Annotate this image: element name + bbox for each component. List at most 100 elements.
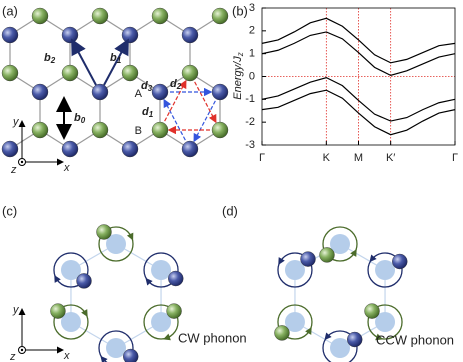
band-line xyxy=(261,31,456,77)
site xyxy=(375,260,396,280)
atom xyxy=(211,121,229,139)
phonon-diagrams xyxy=(50,224,408,362)
atom xyxy=(50,303,66,319)
x-tick-label: M xyxy=(354,152,363,164)
x-tick-label: Γ xyxy=(452,152,458,164)
atom xyxy=(168,270,184,287)
vector-label: d1 xyxy=(142,106,154,119)
caption: CW phonon xyxy=(178,330,247,345)
orbit xyxy=(143,252,179,288)
orbit-arrow xyxy=(163,333,171,341)
vector-label: d2 xyxy=(170,78,182,91)
axes-icon: y z x xyxy=(10,116,70,176)
atom xyxy=(91,7,109,25)
atom xyxy=(364,303,380,319)
site xyxy=(330,234,350,254)
site-label: A xyxy=(135,88,143,100)
site xyxy=(60,312,81,332)
site xyxy=(106,338,126,358)
atom xyxy=(121,140,139,158)
orbit xyxy=(53,304,89,340)
orbit-arrow xyxy=(369,254,377,263)
atom xyxy=(91,83,109,101)
y-tick-label: 2 xyxy=(249,25,255,37)
vector-arrow xyxy=(103,38,129,86)
atom xyxy=(181,26,199,44)
band-line xyxy=(261,17,456,64)
orbit xyxy=(367,252,403,288)
atom xyxy=(181,64,199,82)
site xyxy=(151,260,172,280)
y-tick-label: 3 xyxy=(249,2,255,14)
band-line xyxy=(261,89,456,136)
axis-name: x xyxy=(63,350,70,362)
axis-name: y xyxy=(12,116,20,128)
atom xyxy=(121,64,139,82)
orbit xyxy=(322,226,358,262)
caption: CCW phonon xyxy=(376,332,454,347)
vector-label: d3 xyxy=(141,80,153,93)
orbit xyxy=(322,330,358,362)
axis-name: z xyxy=(9,351,16,362)
atom xyxy=(392,253,408,270)
orbit xyxy=(367,304,403,340)
atom xyxy=(1,64,19,82)
axis-name: x xyxy=(63,162,70,174)
x-tick-label: K xyxy=(323,152,331,164)
atom xyxy=(123,348,139,362)
atom xyxy=(31,121,49,139)
orbit-arrow xyxy=(81,309,88,317)
axes-icon: y z x xyxy=(9,304,70,362)
orbit xyxy=(98,226,134,262)
atom xyxy=(181,140,199,158)
atom xyxy=(300,251,316,267)
site xyxy=(60,260,81,280)
plot-frame xyxy=(261,7,456,146)
atom xyxy=(31,83,49,101)
atom xyxy=(61,140,79,158)
orbit-arrow xyxy=(145,277,153,286)
atom xyxy=(274,325,290,341)
atom xyxy=(166,303,182,319)
atom xyxy=(61,64,79,82)
axis-name: y xyxy=(12,304,20,316)
site xyxy=(151,312,172,332)
atom xyxy=(319,247,335,263)
orbit-arrow xyxy=(54,275,61,283)
vector-label: b2 xyxy=(44,52,56,65)
atom xyxy=(1,26,19,44)
vector-label: b1 xyxy=(110,52,122,65)
orbit-arrow xyxy=(324,332,332,341)
atom xyxy=(211,7,229,25)
panel-label: (d) xyxy=(222,203,238,218)
atom xyxy=(151,83,169,101)
vector-label: b0 xyxy=(74,112,86,125)
atom xyxy=(121,26,139,44)
hopping-arrow xyxy=(194,81,217,124)
site xyxy=(284,312,305,332)
atom xyxy=(211,83,229,101)
atom xyxy=(151,7,169,25)
site-label: B xyxy=(135,125,142,137)
orbit-arrow xyxy=(278,257,285,265)
y-tick-label: -1 xyxy=(245,93,255,105)
panel-label: (c) xyxy=(2,203,17,218)
site xyxy=(375,312,396,332)
orbit-arrow xyxy=(305,327,312,335)
orbit-arrow xyxy=(375,333,383,341)
orbit-arrow xyxy=(350,249,357,257)
atom xyxy=(76,273,92,289)
orbit xyxy=(98,330,134,362)
panel-label: (a) xyxy=(2,3,18,18)
axis-name: z xyxy=(10,164,17,176)
hopping-arrow xyxy=(193,100,216,143)
band-line xyxy=(261,76,456,122)
site xyxy=(284,260,305,280)
x-tick-label: Γ xyxy=(259,152,265,164)
atom xyxy=(347,331,363,348)
panel-label: (b) xyxy=(232,3,248,18)
atom xyxy=(61,26,79,44)
orbit xyxy=(277,252,313,288)
orbit xyxy=(143,304,179,340)
